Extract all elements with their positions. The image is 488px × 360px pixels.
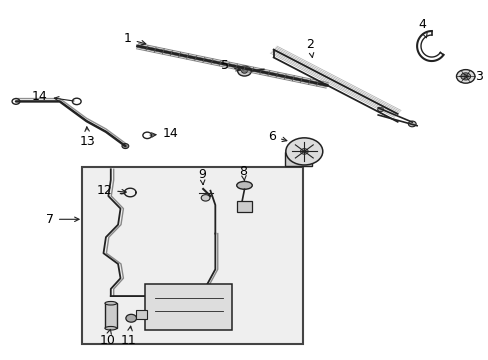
- Text: 6: 6: [268, 130, 286, 143]
- Circle shape: [237, 66, 251, 76]
- Circle shape: [241, 69, 247, 73]
- Text: 14: 14: [32, 90, 74, 103]
- Text: 5: 5: [221, 59, 240, 72]
- Text: 12: 12: [96, 184, 126, 197]
- Circle shape: [125, 314, 136, 322]
- Bar: [81, 167, 302, 344]
- Ellipse shape: [105, 327, 116, 330]
- Text: 10: 10: [99, 329, 115, 347]
- Text: 3: 3: [458, 70, 482, 83]
- Circle shape: [460, 73, 469, 80]
- Circle shape: [407, 121, 415, 127]
- Circle shape: [201, 195, 209, 201]
- Ellipse shape: [236, 181, 252, 189]
- Circle shape: [300, 149, 307, 154]
- Bar: [136, 310, 146, 319]
- Text: 8: 8: [239, 165, 247, 181]
- Bar: [285, 152, 311, 166]
- Text: 11: 11: [121, 326, 136, 347]
- Bar: [105, 303, 116, 328]
- Text: 13: 13: [80, 127, 96, 148]
- Text: 1: 1: [123, 32, 145, 45]
- Text: 14: 14: [150, 127, 178, 140]
- Text: 2: 2: [305, 39, 313, 58]
- Text: 4: 4: [417, 18, 426, 38]
- Text: 9: 9: [198, 168, 206, 185]
- Circle shape: [285, 138, 322, 165]
- Text: 7: 7: [46, 213, 79, 226]
- Circle shape: [377, 108, 383, 112]
- Circle shape: [456, 69, 474, 83]
- Circle shape: [122, 144, 128, 149]
- Ellipse shape: [105, 301, 116, 305]
- Bar: [237, 202, 251, 212]
- Bar: [144, 284, 232, 330]
